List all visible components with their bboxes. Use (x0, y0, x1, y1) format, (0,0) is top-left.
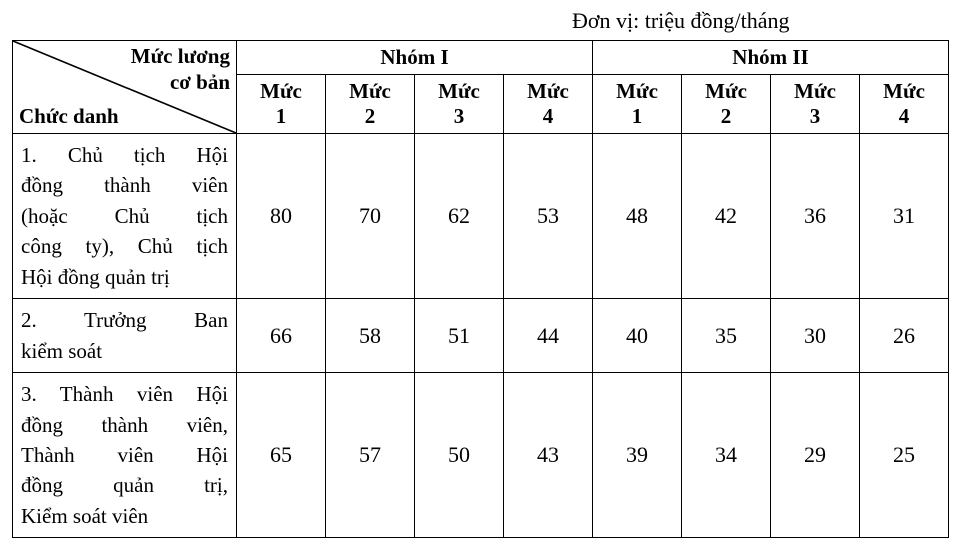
cell: 34 (682, 373, 771, 538)
sub-header: Mức4 (860, 75, 949, 134)
cell: 65 (237, 373, 326, 538)
diag-bottom: Chức danh (19, 104, 119, 129)
sub-header: Mức2 (326, 75, 415, 134)
cell: 42 (682, 134, 771, 299)
cell: 43 (504, 373, 593, 538)
diag-top-line1: Mức lương (131, 44, 230, 68)
sub-header: Mức3 (771, 75, 860, 134)
row-label: 3. Thành viên Hội đồng thành viên, Thành… (13, 373, 237, 538)
cell: 51 (415, 299, 504, 373)
table-row: 3. Thành viên Hội đồng thành viên, Thành… (13, 373, 949, 538)
cell: 66 (237, 299, 326, 373)
cell: 62 (415, 134, 504, 299)
sub-header: Mức2 (682, 75, 771, 134)
sub-header: Mức1 (593, 75, 682, 134)
cell: 36 (771, 134, 860, 299)
cell: 30 (771, 299, 860, 373)
table-row: 2. Trưởng Ban kiểm soát 66 58 51 44 40 3… (13, 299, 949, 373)
cell: 57 (326, 373, 415, 538)
cell: 26 (860, 299, 949, 373)
cell: 53 (504, 134, 593, 299)
group-header-1: Nhóm I (237, 41, 593, 75)
sub-header: Mức3 (415, 75, 504, 134)
cell: 40 (593, 299, 682, 373)
cell: 25 (860, 373, 949, 538)
unit-label: Đơn vị: triệu đồng/tháng (12, 8, 948, 34)
table-row: 1. Chủ tịch Hội đồng thành viên (hoặc Ch… (13, 134, 949, 299)
cell: 31 (860, 134, 949, 299)
diag-top-line2: cơ bản (170, 70, 230, 94)
cell: 70 (326, 134, 415, 299)
row-label: 1. Chủ tịch Hội đồng thành viên (hoặc Ch… (13, 134, 237, 299)
cell: 29 (771, 373, 860, 538)
cell: 39 (593, 373, 682, 538)
cell: 48 (593, 134, 682, 299)
sub-header: Mức1 (237, 75, 326, 134)
cell: 50 (415, 373, 504, 538)
cell: 58 (326, 299, 415, 373)
row-label: 2. Trưởng Ban kiểm soát (13, 299, 237, 373)
diagonal-header: Mức lương cơ bản Chức danh (13, 41, 237, 134)
salary-table: Mức lương cơ bản Chức danh Nhóm I Nhóm I… (12, 40, 949, 538)
cell: 44 (504, 299, 593, 373)
cell: 35 (682, 299, 771, 373)
sub-header: Mức4 (504, 75, 593, 134)
group-header-2: Nhóm II (593, 41, 949, 75)
table-body: 1. Chủ tịch Hội đồng thành viên (hoặc Ch… (13, 134, 949, 538)
cell: 80 (237, 134, 326, 299)
